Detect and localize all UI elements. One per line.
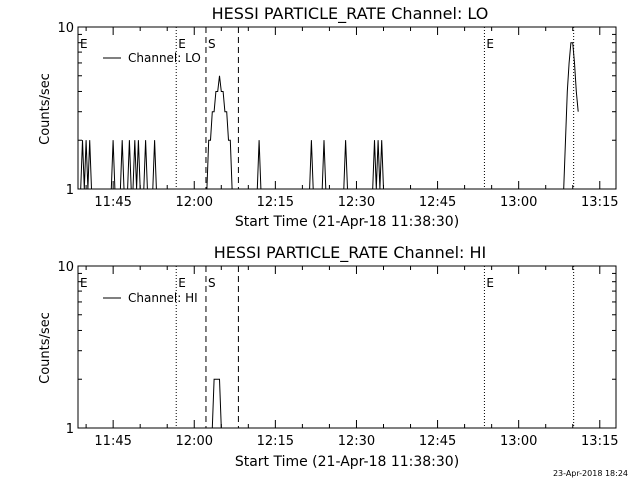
- y-tick-label: 10: [57, 260, 74, 275]
- footer-timestamp: 23-Apr-2018 18:24: [553, 469, 628, 478]
- legend: Channel: HI: [103, 291, 198, 305]
- y-tick-label: 1: [66, 183, 74, 198]
- x-tick-label: 12:45: [419, 195, 456, 210]
- event-marker-label-start: E: [80, 276, 88, 290]
- x-tick-label: 12:00: [176, 434, 213, 449]
- y-tick-label: 1: [66, 422, 74, 437]
- event-markers: E S EE: [80, 266, 575, 428]
- x-axis-label: Start Time (21-Apr-18 11:38:30): [235, 214, 459, 230]
- x-tick-label: 12:15: [257, 195, 294, 210]
- event-marker-label: E: [486, 37, 494, 51]
- x-tick-label: 13:15: [581, 195, 618, 210]
- event-marker-label: E: [486, 276, 494, 290]
- axis-ticks: 11:45 12:00 12:15 12:30 12:45 13:00 13:15 1 10: [57, 21, 618, 210]
- event-marker-label: S: [208, 37, 216, 51]
- hi-channel-panel: HESSI PARTICLE_RATE Channel: HI 11:45 12:…: [38, 243, 619, 470]
- lo-channel-panel: HESSI PARTICLE_RATE Channel: LO 11:45 12:…: [38, 4, 619, 230]
- x-tick-label: 12:30: [338, 195, 375, 210]
- y-axis-label: Counts/sec: [38, 73, 53, 145]
- axis-ticks: 11:45 12:00 12:15 12:30 12:45 13:00 13:15 1 10: [57, 260, 618, 449]
- x-tick-label: 13:00: [500, 434, 537, 449]
- x-tick-label: 12:15: [257, 434, 294, 449]
- event-marker-label: S: [208, 276, 216, 290]
- x-axis-label: Start Time (21-Apr-18 11:38:30): [235, 454, 459, 470]
- x-tick-label: 11:45: [94, 434, 131, 449]
- y-axis-label: Counts/sec: [38, 312, 53, 384]
- legend-label: Channel: LO: [128, 51, 201, 65]
- hi-series-line: [211, 378, 224, 429]
- plot-frame: [77, 265, 617, 429]
- legend: Channel: LO: [103, 51, 201, 65]
- legend-label: Channel: HI: [128, 291, 198, 305]
- event-marker-label-start: E: [80, 37, 88, 51]
- x-tick-label: 13:15: [581, 434, 618, 449]
- panel-title: HESSI PARTICLE_RATE Channel: HI: [214, 243, 487, 263]
- event-marker-label: E: [178, 37, 186, 51]
- panel-title: HESSI PARTICLE_RATE Channel: LO: [212, 4, 489, 24]
- y-tick-label: 10: [57, 21, 74, 36]
- x-tick-label: 12:30: [338, 434, 375, 449]
- x-tick-label: 12:45: [419, 434, 456, 449]
- x-tick-label: 13:00: [500, 195, 537, 210]
- event-marker-label: E: [178, 276, 186, 290]
- x-tick-label: 11:45: [94, 195, 131, 210]
- event-markers: E S EE: [80, 27, 575, 189]
- lo-series-line: [80, 42, 579, 190]
- x-tick-label: 12:00: [176, 195, 213, 210]
